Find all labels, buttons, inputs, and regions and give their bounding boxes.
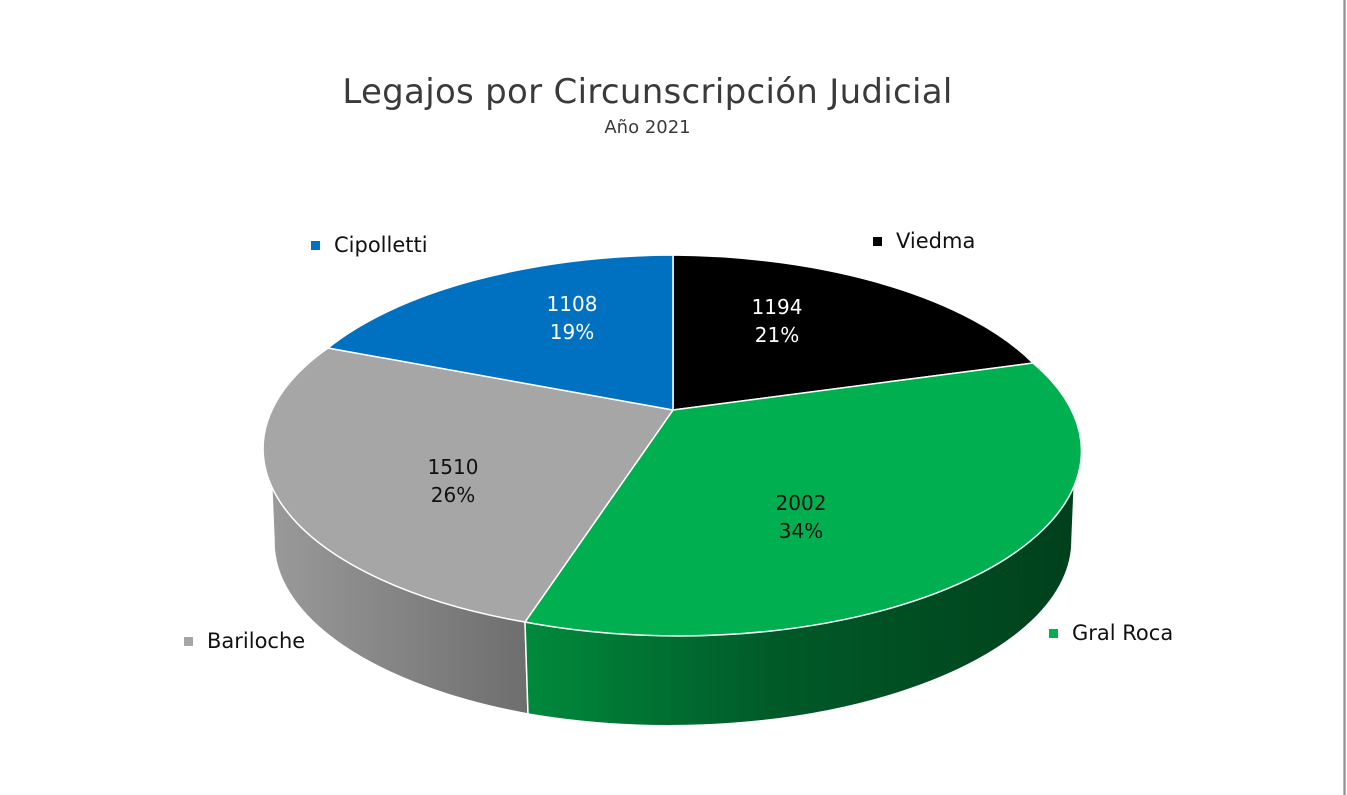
chart-subtitle: Año 2021	[604, 117, 691, 138]
slice-gral-roca[interactable]	[523, 362, 1083, 637]
data-label-value: 1108	[546, 292, 598, 316]
data-label-cipolletti: 1108 19%	[547, 290, 598, 346]
data-label-value: 2002	[775, 491, 827, 515]
data-label-percent: 34%	[778, 519, 824, 543]
pie-top-faces	[262, 254, 1083, 637]
data-label-bariloche: 1510 26%	[428, 453, 479, 509]
slice-viedma[interactable]	[672, 254, 1035, 411]
data-label-viedma: 1194 21%	[752, 293, 803, 349]
legend-item-bariloche: Bariloche	[184, 629, 305, 653]
data-label-percent: 19%	[549, 320, 595, 344]
chart-title: Legajos por Circunscripción Judicial	[342, 72, 953, 112]
legend-label: Viedma	[896, 229, 976, 253]
legend-label: Bariloche	[207, 629, 306, 653]
data-label-percent: 21%	[754, 323, 800, 347]
legend-item-cipolletti: Cipolletti	[311, 233, 428, 257]
legend-swatch-icon	[1049, 628, 1058, 638]
legend-item-gral-roca: Gral Roca	[1049, 621, 1173, 645]
data-label-value: 1510	[427, 455, 479, 479]
legend-swatch-icon	[873, 236, 882, 246]
slice-cipolletti[interactable]	[326, 254, 674, 411]
data-label-percent: 26%	[430, 483, 476, 507]
legend-item-viedma: Viedma	[873, 229, 975, 253]
data-label-value: 1194	[751, 295, 803, 319]
legend-label: Gral Roca	[1072, 621, 1174, 645]
slice-bariloche[interactable]	[262, 347, 675, 623]
legend-label: Cipolletti	[334, 233, 428, 257]
data-label-gral-roca: 2002 34%	[776, 489, 827, 545]
legend-swatch-icon	[184, 636, 193, 646]
page-right-border	[1343, 0, 1346, 795]
legend-swatch-icon	[311, 240, 320, 250]
